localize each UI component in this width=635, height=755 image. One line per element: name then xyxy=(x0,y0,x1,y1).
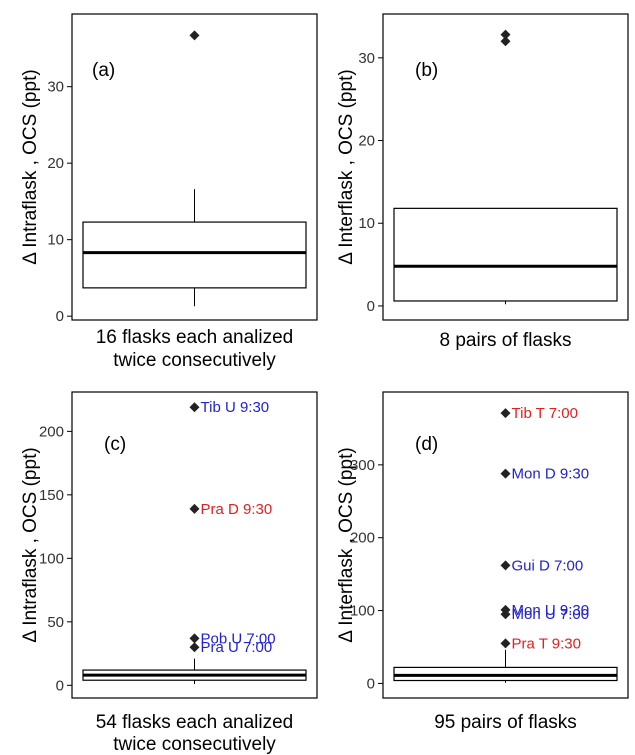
outlier-label: Pra U 7:00 xyxy=(201,639,273,656)
y-tick-label: 150 xyxy=(39,487,64,504)
panel-label: (d) xyxy=(415,434,438,455)
outlier-point xyxy=(500,468,511,479)
y-tick-label: 10 xyxy=(358,215,375,232)
y-tick-label: 30 xyxy=(358,50,375,67)
x-axis-label: 16 flasks each analized xyxy=(96,327,294,348)
y-axis-label: Δ Intraflask , OCS (ppt) xyxy=(20,69,41,264)
outlier-point xyxy=(189,503,200,514)
y-tick-label: 0 xyxy=(56,677,64,694)
panel-label: (c) xyxy=(104,434,126,455)
y-tick-label: 300 xyxy=(350,457,375,474)
iqr-box xyxy=(82,221,307,289)
y-tick-label: 20 xyxy=(358,133,375,150)
outlier-point xyxy=(189,642,200,653)
x-axis-label: 8 pairs of flasks xyxy=(440,330,572,351)
outlier-label: Pra T 9:30 xyxy=(512,635,582,652)
y-axis-label: Δ Interflask , OCS (ppt) xyxy=(336,69,357,264)
outlier-point xyxy=(189,633,200,644)
y-axis-label: Δ Intraflask , OCS (ppt) xyxy=(20,447,41,642)
outlier-point xyxy=(500,609,511,620)
outlier-point xyxy=(500,638,511,649)
y-tick-label: 20 xyxy=(47,155,64,172)
outlier-label: Gui D 7:00 xyxy=(512,557,584,574)
outlier-point xyxy=(500,29,511,40)
y-tick-label: 50 xyxy=(47,614,64,631)
y-tick-label: 0 xyxy=(367,675,375,692)
outlier-label: Tib U 9:30 xyxy=(201,399,270,416)
y-tick-label: 0 xyxy=(56,308,64,325)
y-tick-label: 200 xyxy=(350,530,375,547)
chart-panel-a: 0 10 20 30 Δ Intraflask , OCS (ppt) 16 flasks… xyxy=(20,13,318,371)
y-tick-label: 100 xyxy=(39,550,64,567)
y-axis-label: Δ Interflask , OCS (ppt) xyxy=(336,447,357,642)
y-tick-label: 10 xyxy=(47,232,64,249)
plot-frame xyxy=(382,391,629,699)
outlier-label: Mon U 9:30 xyxy=(512,602,590,619)
outlier-point xyxy=(500,36,511,47)
plot-frame xyxy=(71,13,318,321)
chart-panel-c: 0 50 100 150 200 Δ Intraflask , OCS (ppt) 54 f… xyxy=(20,391,318,755)
outlier-point xyxy=(189,402,200,413)
plot-frame xyxy=(71,391,318,699)
outlier-label: Pob U 7:00 xyxy=(201,630,276,647)
outlier-point xyxy=(189,30,200,41)
outlier-point xyxy=(500,408,511,419)
outlier-label: Pra D 9:30 xyxy=(201,501,273,518)
iqr-box xyxy=(393,207,618,302)
panel-label: (b) xyxy=(415,60,438,81)
outlier-point xyxy=(500,560,511,571)
x-axis-label: twice consecutively xyxy=(113,350,276,371)
x-axis-label: 54 flasks each analized xyxy=(96,712,294,733)
y-tick-label: 30 xyxy=(47,79,64,96)
panel-label: (a) xyxy=(92,60,115,81)
outlier-label: Mon D 9:30 xyxy=(512,466,590,483)
x-axis-label: twice consecutively xyxy=(113,734,276,755)
y-tick-label: 100 xyxy=(350,603,375,620)
outlier-label: Tib T 7:00 xyxy=(512,405,578,422)
chart-panel-b: 0 10 20 30Δ Interflask , OCS (ppt) 8 pairs o… xyxy=(336,13,629,351)
plot-frame xyxy=(382,13,629,321)
y-tick-label: 200 xyxy=(39,423,64,440)
y-tick-label: 0 xyxy=(367,298,375,315)
x-axis-label: 95 pairs of flasks xyxy=(434,712,577,733)
outlier-label: Mon U 7:00 xyxy=(512,606,590,623)
